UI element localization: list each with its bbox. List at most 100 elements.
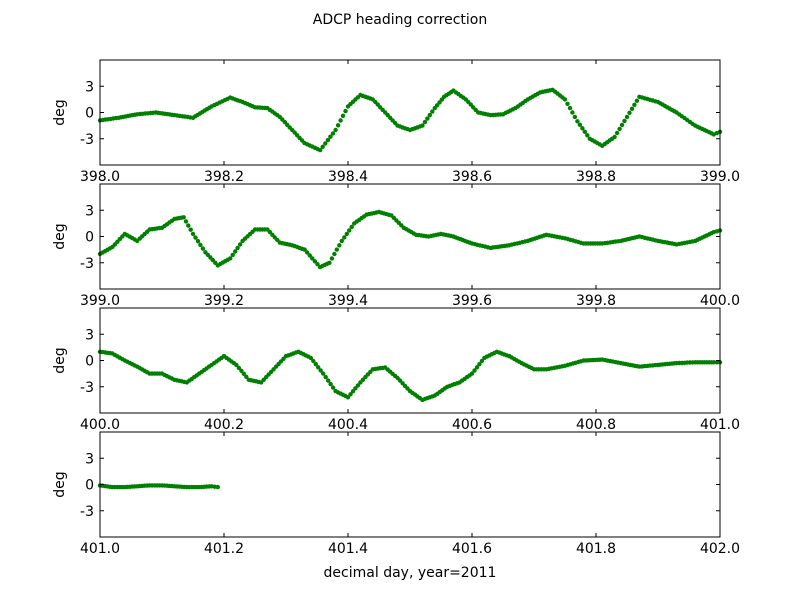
plot-frame xyxy=(99,431,721,538)
x-tick-label: 398.0 xyxy=(80,169,120,185)
data-point xyxy=(355,383,361,388)
data-point xyxy=(233,249,238,254)
data-point xyxy=(622,118,627,124)
data-point xyxy=(348,392,353,397)
data-point xyxy=(335,123,341,128)
x-tick-label: 399.6 xyxy=(452,293,492,309)
data-point xyxy=(313,362,318,367)
data-point xyxy=(434,103,440,108)
x-tick-label: 400.6 xyxy=(452,417,492,433)
plot-frame xyxy=(99,307,721,414)
x-tick-label: 400.8 xyxy=(576,417,616,433)
subplot-stack: 398.0 398.2 398.4 398.6 398.8 399.030-3deg399… xyxy=(52,59,740,557)
data-point xyxy=(577,122,583,128)
data-point xyxy=(327,260,332,265)
data-point xyxy=(619,122,625,128)
data-point xyxy=(181,215,186,220)
data-point xyxy=(328,134,333,139)
data-point xyxy=(193,235,198,240)
data-points xyxy=(97,483,220,490)
data-point xyxy=(325,137,331,143)
data-point xyxy=(317,147,323,153)
x-tick-label: 401.2 xyxy=(204,541,244,557)
data-point xyxy=(474,365,480,370)
x-tick-label: 401.0 xyxy=(700,417,740,433)
data-point xyxy=(333,127,338,133)
data-point xyxy=(236,365,242,371)
data-point xyxy=(215,484,220,490)
data-point xyxy=(311,358,316,364)
data-point xyxy=(305,250,310,255)
data-point xyxy=(337,243,342,248)
data-point xyxy=(572,114,578,120)
y-tick-label: 0 xyxy=(85,106,94,122)
x-tick-label: 401.0 xyxy=(80,541,120,557)
data-point xyxy=(614,130,620,136)
y-tick-label: 3 xyxy=(85,79,94,95)
data-point xyxy=(237,242,243,247)
data-point xyxy=(302,247,307,252)
x-tick-label: 399.0 xyxy=(80,293,120,309)
data-point xyxy=(347,228,352,233)
data-point xyxy=(353,386,358,391)
data-point xyxy=(326,378,331,383)
y-tick-label: 3 xyxy=(85,451,94,467)
data-point xyxy=(310,256,315,261)
data-point xyxy=(323,374,328,380)
data-point xyxy=(472,368,477,373)
data-point xyxy=(315,262,320,267)
x-tick-label: 401.6 xyxy=(452,541,492,557)
y-tick-label: -3 xyxy=(80,256,94,272)
data-point xyxy=(477,362,482,367)
x-tick-label: 402.0 xyxy=(700,541,740,557)
y-tick-label: 0 xyxy=(85,354,94,370)
data-point xyxy=(343,108,348,114)
data-point xyxy=(425,116,430,121)
data-point xyxy=(307,253,312,258)
x-tick-label: 398.4 xyxy=(328,169,368,185)
data-point xyxy=(342,235,347,240)
y-axis-label: deg xyxy=(52,99,68,125)
data-point xyxy=(234,362,239,368)
figure-title: ADCP heading correction xyxy=(313,12,487,28)
data-point xyxy=(323,141,328,146)
data-point xyxy=(349,224,354,230)
x-tick-label: 401.8 xyxy=(576,541,616,557)
data-point xyxy=(318,368,323,373)
data-point xyxy=(338,118,343,123)
plot-frame xyxy=(99,59,721,166)
plot-frame xyxy=(99,183,721,290)
data-point xyxy=(585,133,590,138)
data-point xyxy=(612,134,617,140)
data-point xyxy=(430,109,435,114)
subplot-1: 398.0 398.2 398.4 398.6 398.8 399.0 3 0 -3 deg xyxy=(52,59,740,185)
data-point xyxy=(308,355,313,361)
data-point xyxy=(627,110,632,116)
data-point xyxy=(228,256,233,261)
y-tick-label: 3 xyxy=(85,203,94,219)
x-tick-label: 399.8 xyxy=(576,293,616,309)
data-point xyxy=(316,365,321,370)
x-tick-label: 399.4 xyxy=(328,293,368,309)
data-point xyxy=(345,395,351,400)
data-point xyxy=(312,259,318,264)
data-point xyxy=(582,129,587,134)
y-axis-label: deg xyxy=(52,471,68,497)
data-point xyxy=(711,360,716,365)
data-point xyxy=(570,110,575,115)
y-tick-label: 0 xyxy=(85,230,94,246)
data-point xyxy=(562,97,568,102)
y-tick-label: 0 xyxy=(85,478,94,494)
x-tick-label: 398.6 xyxy=(452,169,492,185)
data-point xyxy=(195,239,201,244)
x-tick-label: 399.0 xyxy=(700,169,740,185)
x-axis-label: decimal day, year=2011 xyxy=(324,565,497,581)
data-point xyxy=(200,246,206,251)
data-point xyxy=(198,242,203,248)
data-point xyxy=(567,105,573,111)
data-point xyxy=(330,385,336,390)
data-point xyxy=(469,371,475,376)
data-point xyxy=(632,102,637,108)
subplot-3: 400.0 400.2 400.4 400.6 400.8 401.0 3 0 -3 deg xyxy=(52,307,740,433)
